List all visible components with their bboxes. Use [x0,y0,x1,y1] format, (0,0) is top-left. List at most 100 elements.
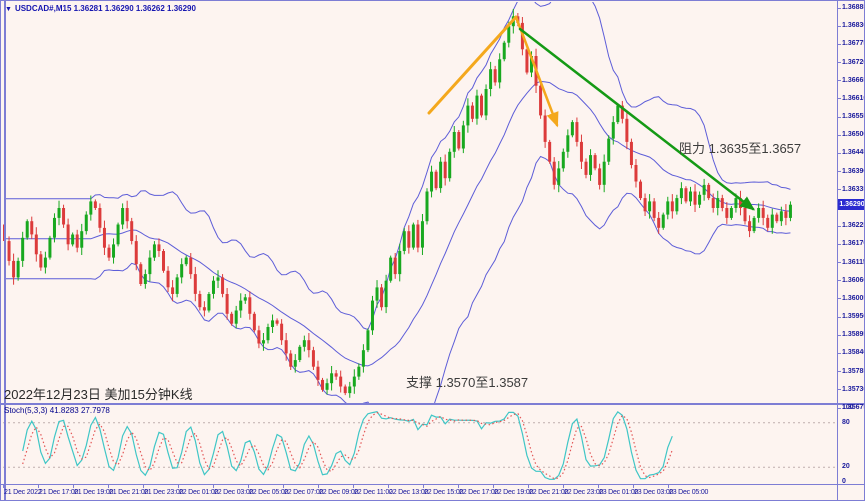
candle-body [707,184,711,199]
stoch-scale-axis: 100 80 20 0 [838,1,864,500]
indicator-window-divider[interactable] [1,403,864,405]
candle-body [225,294,229,314]
candle-body [152,244,156,258]
time-axis-label: 22 Dec 09:00 [319,489,359,496]
candle-body [230,313,234,324]
price-axis-label: 1.36115 [842,258,865,266]
stoch-scale-label: 0 [842,478,846,485]
candle-body [352,376,356,387]
time-axis-label: 22 Dec 23:00 [564,489,604,496]
time-axis-tick [38,484,39,488]
time-axis-tick [493,484,494,488]
green-resistance-arrow[interactable] [518,27,755,211]
price-axis-label: 1.36720 [842,58,865,66]
price-axis-tick [837,152,841,154]
candle-body [616,105,620,123]
candle-body [52,217,56,238]
time-axis-divider [1,484,864,485]
candle-body [66,224,70,245]
dropdown-arrow-icon[interactable]: ▼ [5,6,12,13]
price-axis-label: 1.36005 [842,294,865,302]
candle-body [193,274,197,294]
candles-layer [3,9,792,398]
price-axis-label: 1.36610 [842,94,865,102]
price-axis[interactable]: 1.36885 1.36830 1.36775 1.36720 1.36665 1.366… [837,1,865,485]
stoch-indicator-label: Stoch(5,3,3) 41.8283 27.7978 [4,406,110,415]
candle-body [366,330,370,351]
candle-body [688,191,692,202]
stoch-scale-label: 100 [842,404,854,411]
candle-body [729,208,733,218]
axis-separator-line[interactable] [837,1,838,500]
price-axis-tick [837,334,841,336]
price-axis-tick [837,134,841,136]
price-axis-label: 1.36445 [842,149,865,157]
candle-body [271,320,275,327]
time-axis-label: 22 Dec 07:00 [284,489,324,496]
price-axis-label: 1.36390 [842,167,865,175]
candle-body [162,251,166,271]
time-axis-label: 23 Dec 03:00 [634,489,674,496]
candle-body [784,211,788,218]
time-axis-label: 21 Dec 17:00 [39,489,79,496]
candle-body [661,214,665,228]
time-axis-label: 21 Dec 19:00 [74,489,114,496]
candle-body [648,201,652,212]
candle-body [34,234,38,255]
time-axis-label: 22 Dec 01:00 [179,489,219,496]
candle-body [425,191,429,222]
candle-body [316,366,320,380]
price-axis-tick [837,62,841,64]
candle-body [430,171,434,192]
candle-body [434,171,438,189]
candle-body [25,221,29,238]
candle-body [720,198,724,208]
orange-falling-arrow[interactable] [514,15,559,128]
candle-body [620,105,624,119]
time-axis[interactable]: 21 Dec 2022 21 Dec 17:00 21 Dec 19:00 21 De… [1,484,837,500]
stoch-main-line [22,411,673,480]
price-axis-tick [837,243,841,245]
candle-body [121,208,125,225]
candle-body [298,346,302,360]
candle-body [457,132,461,149]
candle-body [57,208,61,218]
price-axis-label: 1.36060 [842,276,865,284]
candle-body [579,141,583,162]
bollinger-bands-layer [4,2,791,403]
candle-body [443,161,447,179]
time-axis-tick [458,484,459,488]
candle-body [407,231,411,248]
candle-body [116,224,120,245]
candle-body [48,237,52,258]
candle-body [548,141,552,162]
candle-body [266,327,270,341]
candle-body [525,49,529,73]
time-axis-label: 21 Dec 23:00 [144,489,184,496]
price-axis-label: 1.36555 [842,113,865,121]
time-axis-label: 22 Dec 11:00 [354,489,393,496]
candle-body [207,294,211,311]
candle-body [189,257,193,275]
candle-body [125,208,129,222]
price-axis-label: 1.36885 [842,4,865,12]
candle-body [148,257,152,275]
time-axis-tick [178,484,179,488]
price-axis-label: 1.36500 [842,131,865,139]
candle-body [389,257,393,281]
orange-rising-line[interactable] [427,15,518,115]
price-axis-tick [837,80,841,82]
candle-body [602,161,606,185]
time-axis-tick [633,484,634,488]
trendlines-layer[interactable] [427,15,755,211]
time-axis-tick [668,484,669,488]
candle-body [675,198,679,212]
candle-body [243,297,247,301]
candle-body [743,208,747,222]
price-axis-tick [837,43,841,45]
candle-body [184,257,188,265]
candle-body [216,277,220,281]
candle-body [75,234,79,248]
